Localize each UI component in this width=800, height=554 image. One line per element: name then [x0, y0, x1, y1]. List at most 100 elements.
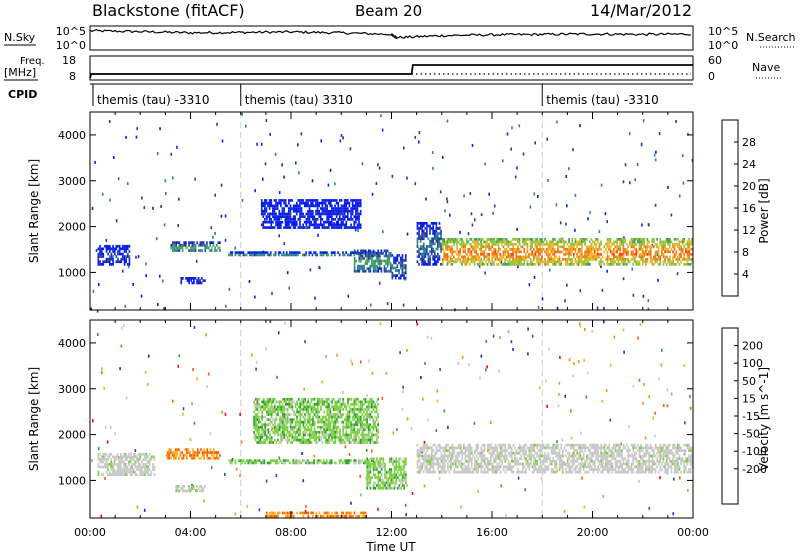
- data-cell: [309, 423, 311, 427]
- data-cell: [394, 259, 397, 262]
- data-cell: [297, 207, 300, 210]
- data-cell: [353, 423, 356, 427]
- data-cell: [126, 244, 129, 248]
- data-cell: [480, 243, 482, 246]
- data-cell: [673, 253, 676, 256]
- data-cell: [393, 476, 396, 479]
- data-cell: [178, 489, 181, 493]
- data-cell: [356, 415, 359, 419]
- data-cell: [434, 457, 436, 460]
- data-cell: [355, 220, 357, 224]
- data-cell: [275, 199, 277, 202]
- data-cell: [274, 433, 276, 437]
- data-cell: [609, 240, 612, 244]
- data-cell: [456, 258, 458, 261]
- data-cell: [229, 461, 232, 465]
- speckle-cell: [241, 198, 244, 202]
- speckle-cell: [271, 291, 273, 295]
- data-cell: [445, 470, 448, 474]
- data-cell: [258, 251, 261, 254]
- data-cell: [180, 243, 182, 247]
- data-cell: [273, 204, 276, 208]
- data-cell: [353, 207, 356, 210]
- data-cell: [550, 248, 553, 251]
- data-cell: [465, 263, 468, 266]
- data-cell: [353, 215, 356, 218]
- speckle-cell: [339, 139, 342, 143]
- speckle-cell: [214, 193, 216, 197]
- data-cell: [247, 461, 250, 465]
- data-cell: [307, 433, 310, 437]
- data-cell: [324, 420, 327, 424]
- data-cell: [403, 276, 405, 280]
- data-cell: [262, 201, 265, 205]
- speckle-cell: [486, 365, 488, 369]
- data-cell: [192, 456, 194, 460]
- data-cell: [178, 448, 180, 451]
- data-cell: [387, 470, 389, 474]
- data-cell: [268, 199, 271, 202]
- nave-label: Nave: [752, 61, 780, 74]
- data-cell: [366, 420, 368, 424]
- data-cell: [118, 250, 121, 253]
- data-cell: [372, 259, 375, 263]
- data-cell: [280, 431, 282, 434]
- speckle-cell: [246, 505, 249, 508]
- data-cell: [478, 243, 481, 246]
- data-cell: [293, 431, 295, 434]
- data-cell: [302, 253, 304, 257]
- data-cell: [102, 260, 105, 264]
- data-cell: [499, 255, 502, 259]
- data-cell: [299, 438, 302, 442]
- speckle-cell: [564, 394, 566, 398]
- data-cell: [686, 255, 689, 259]
- speckle-cell: [160, 205, 162, 208]
- data-cell: [336, 431, 338, 434]
- data-cell: [429, 260, 431, 264]
- data-cell: [645, 263, 647, 266]
- data-cell: [635, 263, 638, 266]
- speckle-cell: [648, 223, 650, 227]
- data-cell: [210, 246, 213, 250]
- data-cell: [323, 428, 325, 432]
- data-cell: [147, 473, 149, 476]
- data-cell: [261, 441, 263, 444]
- data-cell: [563, 248, 566, 251]
- data-cell: [295, 223, 298, 227]
- data-cell: [275, 405, 278, 409]
- data-cell: [611, 263, 614, 266]
- data-cell: [281, 215, 284, 218]
- data-cell: [117, 257, 119, 261]
- data-cell: [339, 431, 341, 434]
- data-cell: [398, 261, 400, 265]
- data-cell: [426, 460, 428, 463]
- data-cell: [219, 246, 221, 250]
- data-cell: [438, 227, 441, 230]
- data-cell: [520, 255, 522, 259]
- data-cell: [598, 248, 601, 251]
- data-cell: [302, 410, 305, 414]
- data-cell: [254, 403, 257, 406]
- data-cell: [289, 400, 292, 404]
- data-cell: [584, 253, 586, 256]
- speckle-cell: [178, 197, 180, 201]
- speckle-cell: [510, 147, 512, 151]
- speckle-cell: [171, 399, 174, 403]
- data-cell: [480, 248, 482, 251]
- data-cell: [307, 212, 309, 216]
- data-cell: [270, 438, 273, 442]
- data-cell: [313, 251, 315, 254]
- data-cell: [651, 260, 654, 264]
- data-cell: [371, 400, 373, 404]
- data-cell: [672, 245, 674, 249]
- data-cell: [358, 405, 360, 409]
- data-cell: [464, 243, 466, 246]
- data-cell: [338, 461, 341, 465]
- data-cell: [582, 240, 585, 244]
- data-cell: [342, 514, 345, 518]
- data-cell: [544, 258, 546, 261]
- data-cell: [685, 250, 687, 254]
- data-cell: [294, 431, 297, 434]
- data-cell: [653, 255, 655, 259]
- data-cell: [299, 403, 302, 406]
